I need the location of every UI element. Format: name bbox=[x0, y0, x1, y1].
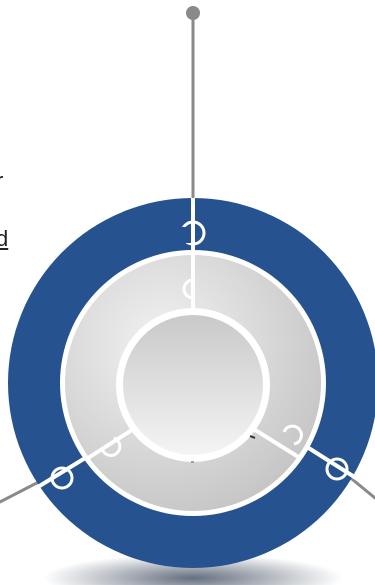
top-connector-dot bbox=[186, 6, 200, 20]
clipped-label-upper: r bbox=[0, 170, 3, 192]
clipped-label-lower: d bbox=[0, 228, 8, 250]
center-disc bbox=[123, 315, 263, 455]
